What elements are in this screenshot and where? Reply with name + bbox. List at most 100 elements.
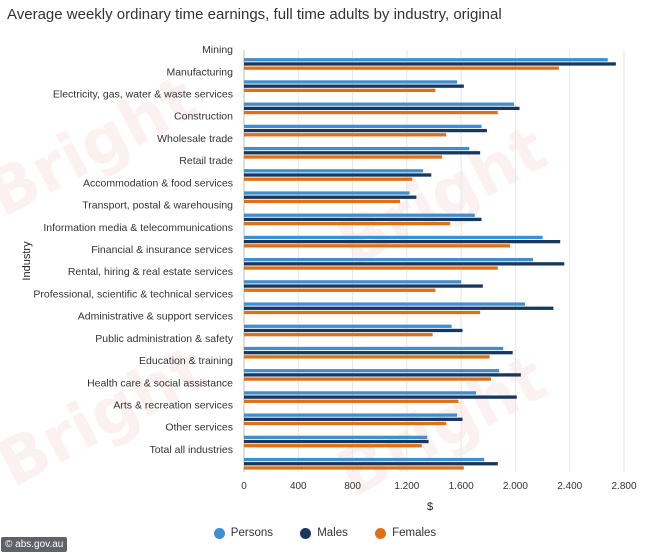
category-label: Electricity, gas, water & waste services: [53, 89, 233, 101]
x-axis-title: $: [427, 501, 433, 513]
category-label: Other services: [165, 422, 233, 434]
bar-males: [244, 151, 481, 155]
bar-females: [244, 466, 464, 470]
x-tick-label: 2.000: [503, 481, 528, 492]
bar-females: [244, 399, 459, 403]
bar-females: [244, 310, 481, 315]
category-label: Mining: [202, 44, 233, 56]
bar-males: [244, 395, 517, 399]
legend-item-females[interactable]: Females: [375, 527, 436, 539]
legend-label-persons: Persons: [230, 527, 273, 539]
bar-females: [244, 266, 498, 270]
x-tick-label: 800: [344, 481, 361, 492]
bar-males: [244, 217, 482, 222]
bar-males: [244, 439, 429, 444]
x-tick-label: 1.200: [394, 481, 419, 492]
bar-females: [244, 244, 510, 248]
bar-persons: [244, 191, 410, 195]
bar-persons: [244, 169, 424, 173]
bar-females: [244, 110, 498, 115]
bar-females: [244, 155, 443, 159]
bar-females: [244, 355, 490, 359]
bar-females: [244, 377, 491, 381]
x-tick-label: 0: [241, 481, 247, 492]
bar-persons: [244, 146, 470, 151]
bar-persons: [244, 124, 482, 129]
bar-females: [244, 288, 436, 292]
bar-persons: [244, 324, 452, 328]
legend-swatch-males: [300, 527, 312, 539]
bar-females: [244, 177, 413, 181]
category-label: Professional, scientific & technical ser…: [33, 288, 233, 300]
bar-males: [244, 195, 417, 199]
category-label: Transport, postal & warehousing: [82, 200, 233, 212]
legend-swatch-females: [375, 527, 387, 539]
bar-females: [244, 221, 451, 226]
x-tick-label: 1.600: [449, 481, 474, 492]
bar-males: [244, 62, 616, 66]
category-label: Rental, hiring & real estate services: [68, 266, 233, 278]
category-label: Total all industries: [150, 444, 233, 456]
category-label: Education & training: [139, 355, 233, 367]
chart-legend: Persons Males Females: [0, 527, 650, 542]
bar-females: [244, 333, 433, 337]
legend-swatch-persons: [213, 527, 225, 539]
bar-females: [244, 88, 436, 93]
bar-persons: [244, 302, 525, 306]
bar-persons: [244, 369, 500, 373]
bar-persons: [244, 457, 485, 462]
bar-females: [244, 421, 447, 426]
bar-persons: [244, 346, 504, 351]
bar-females: [244, 199, 401, 204]
bar-females: [244, 133, 447, 137]
bar-males: [244, 351, 513, 355]
category-label: Manufacturing: [166, 66, 233, 78]
bar-males: [244, 106, 520, 111]
bar-males: [244, 128, 487, 133]
bar-persons: [244, 80, 458, 84]
source-icon: ©: [5, 539, 13, 550]
bar-males: [244, 462, 498, 466]
chart-title: Average weekly ordinary time earnings, f…: [7, 6, 502, 23]
category-label: Financial & insurance services: [91, 244, 233, 256]
bar-males: [244, 284, 483, 288]
bar-persons: [244, 235, 543, 240]
legend-label-females: Females: [392, 527, 437, 539]
bar-females: [244, 66, 559, 70]
x-tick-label: 2.400: [557, 481, 582, 492]
bar-persons: [244, 258, 534, 262]
category-label: Information media & telecommunications: [43, 222, 233, 234]
bar-males: [244, 306, 554, 310]
bar-persons: [244, 102, 515, 106]
bar-males: [244, 84, 464, 88]
category-label: Public administration & safety: [95, 333, 233, 345]
legend-label-males: Males: [317, 527, 348, 539]
bar-persons: [244, 213, 475, 217]
legend-item-persons[interactable]: Persons: [213, 527, 273, 539]
bar-males: [244, 373, 521, 377]
category-label: Arts & recreation services: [113, 399, 233, 411]
x-tick-label: 2.800: [611, 481, 636, 492]
category-label: Accommodation & food services: [83, 177, 233, 189]
legend-item-males[interactable]: Males: [300, 527, 348, 539]
bar-males: [244, 417, 463, 421]
bar-males: [244, 239, 561, 244]
bar-males: [244, 262, 565, 266]
category-label: Retail trade: [179, 155, 233, 167]
source-text: abs.gov.au: [15, 539, 64, 550]
bar-females: [244, 444, 422, 448]
bar-males: [244, 173, 432, 177]
category-label: Wholesale trade: [157, 133, 233, 145]
x-tick-label: 400: [290, 481, 307, 492]
bar-persons: [244, 435, 428, 439]
category-label: Health care & social assistance: [87, 377, 233, 389]
bar-males: [244, 328, 463, 333]
bar-persons: [244, 58, 608, 62]
bar-persons: [244, 391, 477, 395]
bar-persons: [244, 280, 462, 284]
category-label: Construction: [174, 111, 233, 123]
y-axis-title: Industry: [21, 241, 33, 281]
source-credit: © abs.gov.au: [1, 537, 68, 552]
bar-persons: [244, 413, 458, 417]
